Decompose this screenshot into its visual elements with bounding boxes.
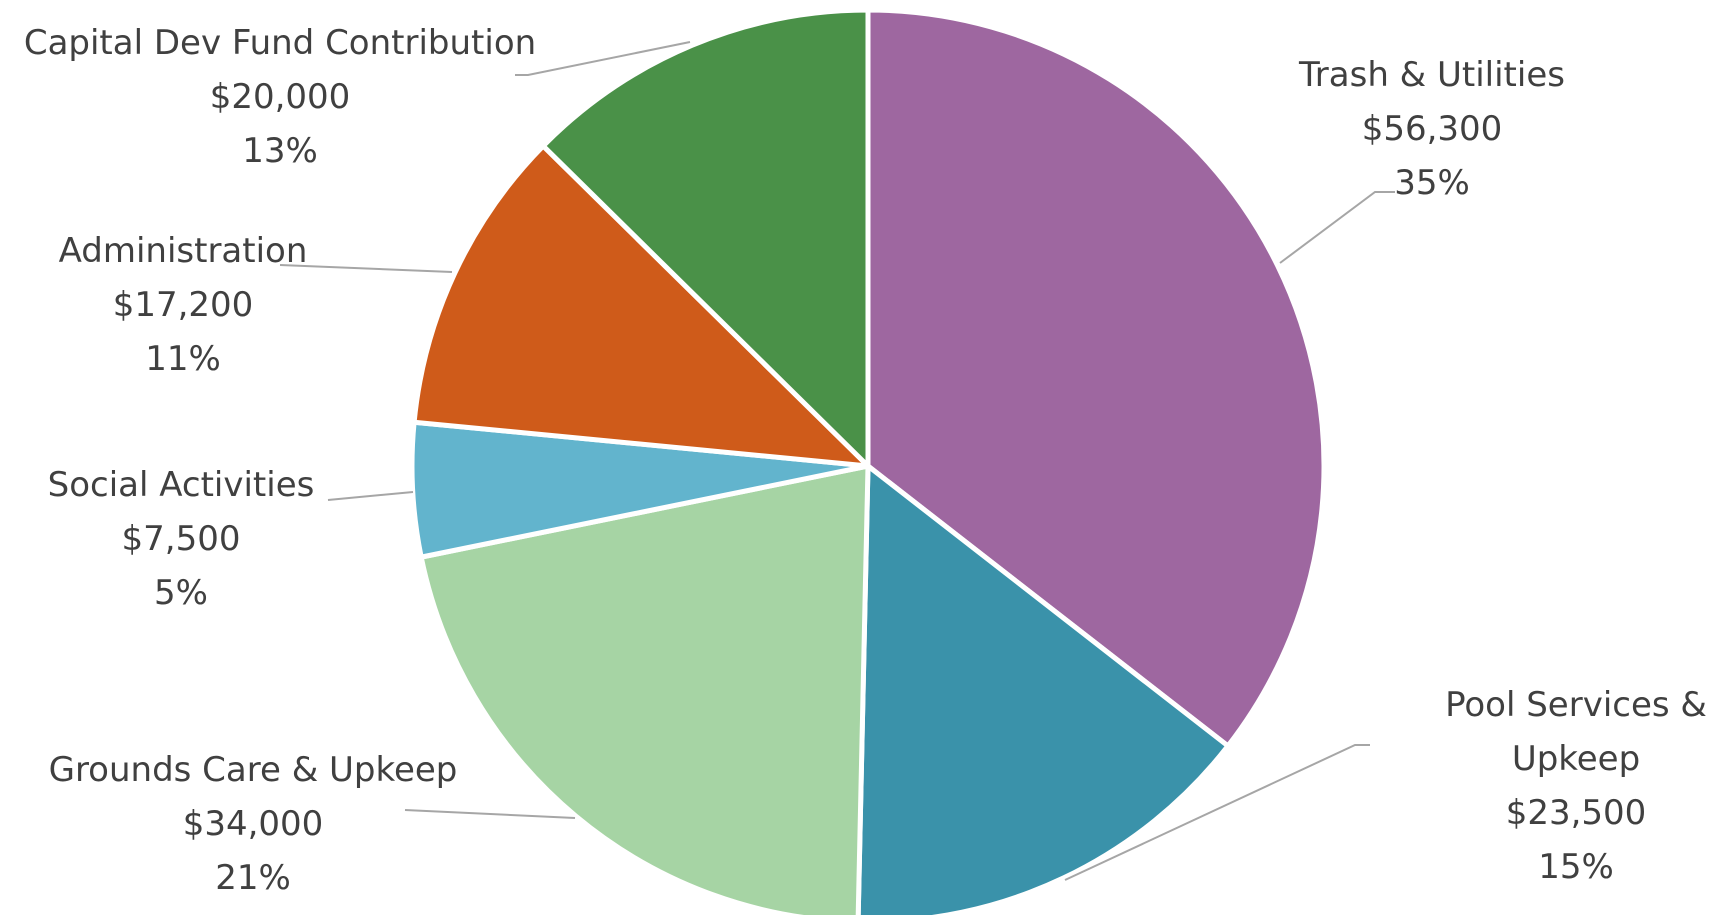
pie-slice-trash-and-utilities: [865, 7, 1327, 749]
label-percent-administration: 11%: [145, 339, 221, 379]
leader-line-administration: [279, 264, 453, 273]
label-value-administration: $17,200: [113, 285, 254, 325]
label-category-name-line-1-grounds-care-and-upkeep: Grounds Care & Upkeep: [49, 750, 458, 790]
leader-line-capital-dev-fund-contribution: [515, 41, 691, 76]
pie-slices: [409, 7, 1327, 915]
label-value-trash-and-utilities: $56,300: [1362, 109, 1503, 149]
slice-labels: Trash & Utilities $56,300 35% Pool Services…: [24, 23, 1707, 898]
leader-lines: [279, 41, 1395, 881]
label-percent-trash-and-utilities: 35%: [1394, 163, 1470, 203]
pie-slice-pool-services-and-upkeep: [855, 463, 1231, 915]
label-percent-social-activities: 5%: [154, 573, 208, 613]
label-category-name-line-1-administration: Administration: [59, 231, 308, 271]
label-category-name-line-1-pool-services-and-upkeep: Pool Services &: [1445, 685, 1707, 725]
pie-slice-administration: [411, 143, 871, 469]
label-value-social-activities: $7,500: [122, 519, 241, 559]
data-label-capital-dev-fund-contribution: Capital Dev Fund Contribution $20,000 13%: [24, 23, 536, 171]
label-category-name-line-1-trash-and-utilities: Trash & Utilities: [1298, 55, 1565, 95]
leader-line-social-activities: [327, 491, 414, 501]
data-label-social-activities: Social Activities $7,500 5%: [48, 465, 315, 613]
label-value-pool-services-and-upkeep: $23,500: [1506, 793, 1647, 833]
pie-slice-grounds-care-and-upkeep: [418, 463, 871, 915]
leader-line-pool-services-and-upkeep: [1064, 744, 1370, 881]
label-category-name-line-1-social-activities: Social Activities: [48, 465, 315, 505]
data-label-grounds-care-and-upkeep: Grounds Care & Upkeep $34,000 21%: [49, 750, 458, 898]
label-percent-capital-dev-fund-contribution: 13%: [242, 131, 318, 171]
leader-line-trash-and-utilities: [1279, 191, 1395, 264]
pie-slice-capital-dev-fund-contribution: [540, 7, 871, 469]
label-value-capital-dev-fund-contribution: $20,000: [210, 77, 351, 117]
data-label-pool-services-and-upkeep: Pool Services & Upkeep $23,500 15%: [1445, 685, 1707, 887]
data-label-administration: Administration $17,200 11%: [59, 231, 308, 379]
label-percent-pool-services-and-upkeep: 15%: [1538, 847, 1614, 887]
label-category-name-line-1-capital-dev-fund-contribution: Capital Dev Fund Contribution: [24, 23, 536, 63]
label-percent-grounds-care-and-upkeep: 21%: [215, 858, 291, 898]
label-category-name-line-2-pool-services-and-upkeep: Upkeep: [1512, 739, 1640, 779]
leader-line-grounds-care-and-upkeep: [404, 809, 576, 819]
label-value-grounds-care-and-upkeep: $34,000: [183, 804, 324, 844]
data-label-trash-and-utilities: Trash & Utilities $56,300 35%: [1298, 55, 1565, 203]
